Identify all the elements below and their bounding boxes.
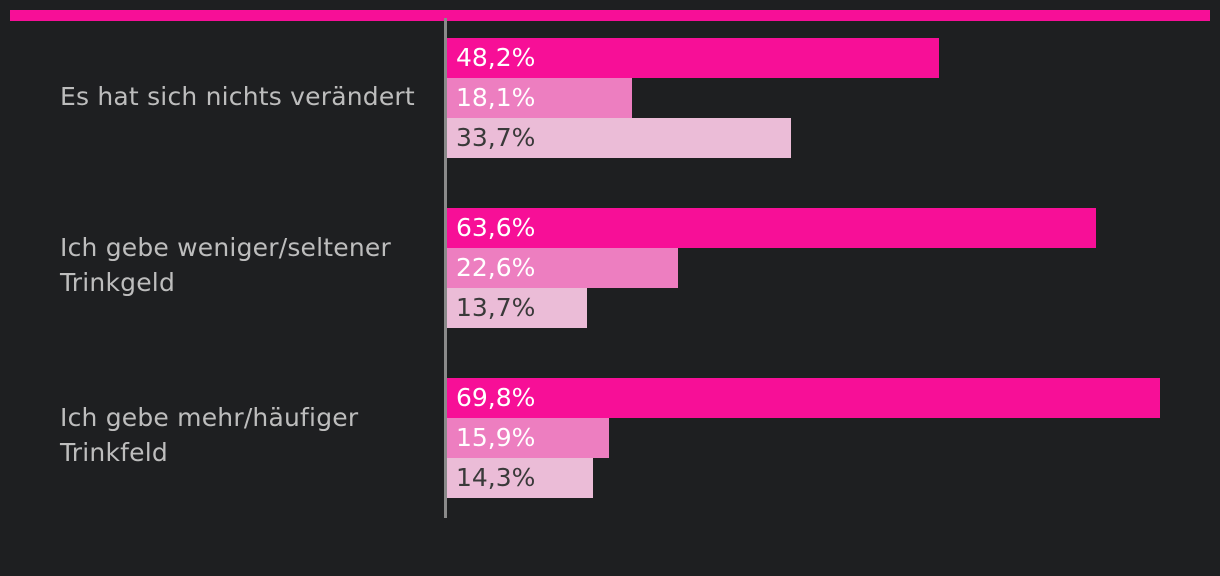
bar: 15,9% — [447, 418, 609, 458]
category-label: Ich gebe mehr/häufiger Trinkfeld — [60, 403, 359, 467]
category-label: Ich gebe weniger/seltener Trinkgeld — [60, 233, 391, 297]
bar-value-label: 48,2% — [456, 43, 536, 72]
bar: 22,6% — [447, 248, 678, 288]
bar-value-label: 15,9% — [456, 423, 536, 452]
bar: 48,2% — [447, 38, 939, 78]
bar: 33,7% — [447, 118, 791, 158]
bar-value-label: 14,3% — [456, 463, 536, 492]
bar-value-label: 18,1% — [456, 83, 536, 112]
bar: 13,7% — [447, 288, 587, 328]
bar: 18,1% — [447, 78, 632, 118]
bar: 63,6% — [447, 208, 1096, 248]
bar-value-label: 69,8% — [456, 383, 536, 412]
category-axis-line — [444, 18, 447, 518]
bar-value-label: 22,6% — [456, 253, 536, 282]
bar-value-label: 33,7% — [456, 123, 536, 152]
bar: 14,3% — [447, 458, 593, 498]
category-label: Es hat sich nichts verändert — [60, 82, 415, 111]
bar-value-label: 63,6% — [456, 213, 536, 242]
top-accent-rule — [10, 10, 1210, 21]
bar: 69,8% — [447, 378, 1160, 418]
bar-value-label: 13,7% — [456, 293, 536, 322]
